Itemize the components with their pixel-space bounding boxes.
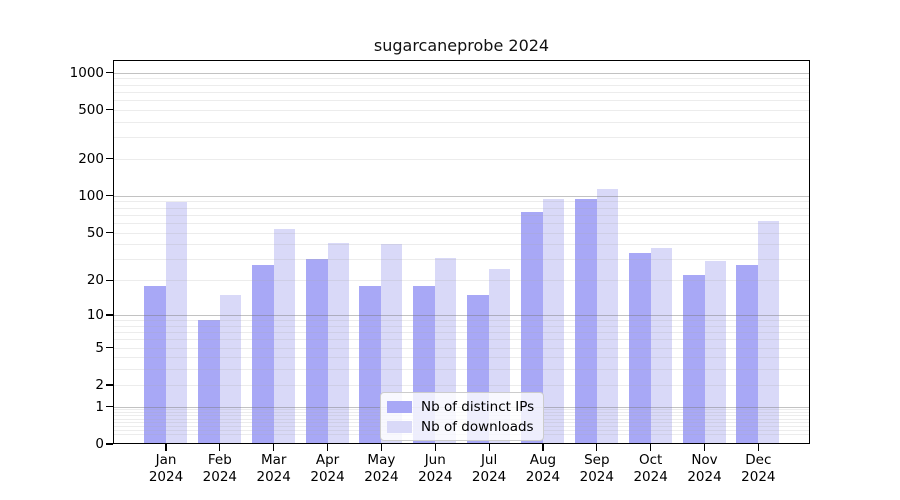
- y-tick-mark: [106, 314, 113, 316]
- x-tick-label: Feb 2024: [202, 452, 238, 485]
- legend-label-downloads: Nb of downloads: [421, 418, 534, 435]
- bar-ips-mar: [251, 264, 274, 444]
- legend-item-downloads: Nb of downloads: [387, 417, 534, 436]
- x-tick-label: Sep 2024: [579, 452, 614, 485]
- x-tick-mark: [596, 444, 598, 451]
- x-tick-mark: [273, 444, 275, 451]
- minor-gridline: [113, 201, 810, 203]
- x-tick-mark: [650, 444, 652, 451]
- y-tick-mark: [106, 279, 113, 281]
- x-tick-mark: [165, 444, 167, 451]
- bar-ips-sep: [574, 198, 597, 444]
- y-tick-mark: [106, 158, 113, 160]
- x-tick-label: Aug 2024: [525, 452, 561, 485]
- minor-gridline: [113, 84, 810, 86]
- y-tick-mark: [106, 347, 113, 349]
- plot-area: 0 1 2 5 10 20 50 100 200 500 1000 Jan 2024 Feb 2024 Ma…: [70, 60, 810, 485]
- y-tick-mark: [106, 195, 113, 197]
- y-tick-label: 1: [95, 398, 104, 415]
- y-tick-label: 10: [86, 307, 104, 324]
- minor-gridline: [113, 232, 810, 234]
- legend-swatch-ips-icon: [387, 400, 412, 413]
- x-tick-label: Apr 2024: [310, 452, 345, 485]
- y-tick-mark: [106, 109, 113, 111]
- y-tick-label: 100: [78, 187, 104, 204]
- y-tick-label: 2: [95, 376, 104, 393]
- minor-gridline: [113, 99, 810, 101]
- bar-downloads-nov: [704, 261, 726, 444]
- bar-downloads-oct: [650, 248, 672, 444]
- bar-ips-apr: [305, 259, 328, 444]
- legend-swatch-downloads-icon: [387, 420, 412, 433]
- bar-ips-aug: [520, 211, 543, 444]
- x-tick-label: Dec 2024: [741, 452, 776, 485]
- major-gridline: [113, 195, 810, 197]
- minor-gridline: [113, 244, 810, 246]
- bar-ips-feb: [197, 320, 220, 444]
- bar-downloads-mar: [273, 228, 295, 444]
- legend-label-ips: Nb of distinct IPs: [421, 398, 535, 415]
- y-tick-label: 200: [78, 150, 104, 167]
- x-tick-mark: [434, 444, 436, 451]
- bar-ips-dec: [736, 264, 759, 444]
- legend-item-ips: Nb of distinct IPs: [387, 397, 534, 416]
- bar-downloads-feb: [219, 294, 241, 444]
- bar-downloads-apr: [327, 243, 349, 444]
- x-tick-mark: [326, 444, 329, 451]
- minor-gridline: [113, 121, 810, 123]
- x-tick-label: Jul 2024: [471, 452, 507, 485]
- minor-gridline: [113, 78, 810, 80]
- bar-downloads-dec: [758, 221, 780, 444]
- minor-gridline: [113, 137, 810, 139]
- minor-gridline: [113, 207, 810, 209]
- x-tick-mark: [380, 444, 382, 451]
- x-tick-label: Nov 2024: [687, 452, 722, 485]
- bar-ips-jan: [144, 285, 166, 444]
- y-tick-label: 0: [95, 436, 104, 452]
- x-tick-mark: [219, 444, 221, 451]
- legend: Nb of distinct IPs Nb of downloads: [380, 392, 545, 441]
- bar-ips-may: [359, 285, 382, 444]
- y-tick-mark: [106, 384, 113, 386]
- x-tick-label: Jan 2024: [148, 452, 184, 485]
- bar-downloads-aug: [542, 199, 564, 444]
- x-tick-mark: [703, 444, 706, 451]
- y-tick-mark: [106, 71, 113, 74]
- y-tick-mark: [106, 232, 113, 234]
- x-tick-mark: [757, 444, 759, 451]
- minor-gridline: [113, 214, 810, 216]
- minor-gridline: [113, 222, 810, 224]
- y-tick-label: 500: [78, 101, 104, 118]
- x-tick-label: May 2024: [364, 452, 399, 485]
- bar-downloads-jan: [166, 202, 187, 444]
- x-tick-label: Jun 2024: [418, 452, 453, 485]
- bar-ips-oct: [628, 252, 651, 444]
- x-tick-label: Oct 2024: [633, 452, 668, 485]
- major-gridline: [113, 72, 810, 74]
- minor-gridline: [113, 158, 810, 160]
- bar-downloads-sep: [596, 189, 618, 444]
- x-tick-label: Mar 2024: [256, 452, 291, 485]
- minor-gridline: [113, 91, 810, 93]
- y-tick-label: 5: [95, 339, 104, 356]
- chart-title: sugarcaneprobe 2024: [373, 36, 550, 55]
- y-tick-label: 1000: [69, 64, 104, 81]
- y-tick-label: 50: [86, 224, 104, 241]
- x-tick-mark: [488, 444, 490, 451]
- y-tick-mark: [106, 443, 113, 445]
- minor-gridline: [113, 109, 810, 111]
- x-tick-mark: [542, 444, 544, 451]
- y-tick-label: 20: [86, 272, 104, 289]
- bar-ips-nov: [682, 275, 705, 444]
- y-tick-mark: [106, 406, 113, 408]
